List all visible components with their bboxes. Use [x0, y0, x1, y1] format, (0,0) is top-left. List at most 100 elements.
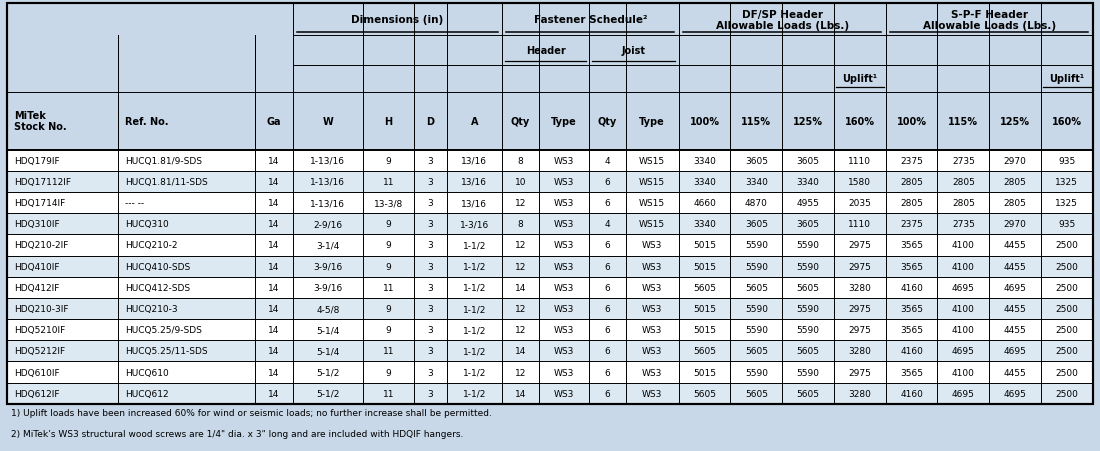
Text: 4695: 4695 [1003, 283, 1026, 292]
Text: 3: 3 [427, 304, 433, 313]
Text: 4100: 4100 [952, 262, 975, 271]
Text: 1-13/16: 1-13/16 [310, 156, 345, 165]
Text: 11: 11 [383, 347, 394, 355]
Text: 2500: 2500 [1055, 241, 1078, 250]
Text: 3340: 3340 [745, 177, 768, 186]
Text: HUCQ412-SDS: HUCQ412-SDS [125, 283, 190, 292]
Text: HDQ410IF: HDQ410IF [14, 262, 59, 271]
Text: WS3: WS3 [553, 220, 574, 229]
Text: 935: 935 [1058, 156, 1076, 165]
Text: MiTek
Stock No.: MiTek Stock No. [14, 66, 66, 88]
Text: 13/16: 13/16 [461, 177, 487, 186]
Text: 3: 3 [427, 156, 433, 165]
Text: 1) Uplift loads have been increased 60% for wind or seismic loads; no further in: 1) Uplift loads have been increased 60% … [11, 409, 492, 418]
Text: W: W [322, 116, 333, 126]
Text: Joist: Joist [621, 46, 646, 56]
Text: Ref. No.: Ref. No. [125, 116, 168, 126]
Text: 11: 11 [383, 177, 394, 186]
Text: 3605: 3605 [745, 156, 768, 165]
Text: 1110: 1110 [848, 156, 871, 165]
Text: 5590: 5590 [796, 304, 820, 313]
Text: WS3: WS3 [553, 283, 574, 292]
Text: 3: 3 [427, 389, 433, 398]
Text: 11: 11 [383, 283, 394, 292]
Text: 1-1/2: 1-1/2 [463, 347, 486, 355]
Bar [8, 171, 1092, 193]
Text: 4: 4 [605, 220, 610, 229]
Text: 3565: 3565 [900, 368, 923, 377]
Text: WS3: WS3 [642, 368, 662, 377]
Text: 2975: 2975 [848, 368, 871, 377]
Text: HUCQ310: HUCQ310 [125, 220, 168, 229]
Text: 3605: 3605 [796, 220, 820, 229]
Text: 8: 8 [517, 156, 524, 165]
Text: 14: 14 [515, 283, 526, 292]
Text: WS3: WS3 [642, 241, 662, 250]
Text: 14: 14 [268, 241, 279, 250]
Text: 3280: 3280 [848, 389, 871, 398]
Text: 3: 3 [427, 326, 433, 335]
Text: 5605: 5605 [693, 347, 716, 355]
Text: 100%: 100% [690, 116, 719, 126]
Text: 6: 6 [605, 262, 610, 271]
Text: 1-1/2: 1-1/2 [463, 283, 486, 292]
Text: 14: 14 [515, 389, 526, 398]
Text: 115%: 115% [948, 116, 978, 126]
Text: 5-1/2: 5-1/2 [316, 389, 340, 398]
Text: 12: 12 [515, 198, 526, 207]
Text: D: D [426, 116, 434, 126]
Text: 1110: 1110 [848, 220, 871, 229]
Text: WS3: WS3 [553, 347, 574, 355]
Bar [8, 362, 1092, 383]
Text: 5590: 5590 [745, 262, 768, 271]
Text: 6: 6 [605, 283, 610, 292]
Bar [256, 37, 293, 65]
Text: 9: 9 [386, 220, 392, 229]
Text: 8: 8 [517, 220, 524, 229]
Text: 9: 9 [386, 326, 392, 335]
Text: 6: 6 [605, 347, 610, 355]
Text: 2) MiTek’s WS3 structural wood screws are 1/4" dia. x 3" long and are included w: 2) MiTek’s WS3 structural wood screws ar… [11, 429, 463, 438]
Text: 5-1/4: 5-1/4 [316, 347, 340, 355]
Text: --- --: --- -- [125, 198, 144, 207]
Bar [886, 5, 1092, 37]
Text: 10: 10 [515, 177, 526, 186]
Text: HDQ179IF: HDQ179IF [14, 156, 59, 165]
Text: 9: 9 [386, 156, 392, 165]
Text: HDQ210-3IF: HDQ210-3IF [14, 304, 68, 313]
Text: 3: 3 [427, 220, 433, 229]
Text: Ga: Ga [266, 116, 280, 126]
Text: WS3: WS3 [642, 326, 662, 335]
Text: HDQ1714IF: HDQ1714IF [14, 198, 65, 207]
Bar [8, 5, 1092, 150]
Text: 4-5/8: 4-5/8 [316, 304, 340, 313]
Text: 4455: 4455 [1003, 304, 1026, 313]
Text: 2500: 2500 [1055, 389, 1078, 398]
Text: Qty: Qty [597, 116, 617, 126]
Text: 2500: 2500 [1055, 347, 1078, 355]
Text: 5605: 5605 [745, 283, 768, 292]
Text: 4955: 4955 [796, 198, 820, 207]
Text: 13-3/8: 13-3/8 [374, 198, 403, 207]
Text: 6: 6 [605, 177, 610, 186]
Text: WS3: WS3 [642, 304, 662, 313]
Text: HDQ5212IF: HDQ5212IF [14, 347, 65, 355]
Text: 2805: 2805 [952, 177, 975, 186]
Text: Uplift¹: Uplift¹ [1049, 74, 1085, 84]
Text: 5590: 5590 [745, 304, 768, 313]
Bar [9, 5, 292, 36]
Text: 5605: 5605 [796, 283, 820, 292]
Text: 3565: 3565 [900, 241, 923, 250]
Bar [293, 5, 502, 37]
Text: 1580: 1580 [848, 177, 871, 186]
Text: 14: 14 [268, 304, 279, 313]
Text: 125%: 125% [793, 116, 823, 126]
Text: 6: 6 [605, 241, 610, 250]
Text: 6: 6 [605, 389, 610, 398]
Text: WS3: WS3 [642, 389, 662, 398]
Text: 13/16: 13/16 [461, 198, 487, 207]
Text: HDQ5210IF: HDQ5210IF [14, 326, 65, 335]
Text: 1-1/2: 1-1/2 [463, 368, 486, 377]
Text: WS3: WS3 [553, 304, 574, 313]
Text: 3: 3 [427, 262, 433, 271]
